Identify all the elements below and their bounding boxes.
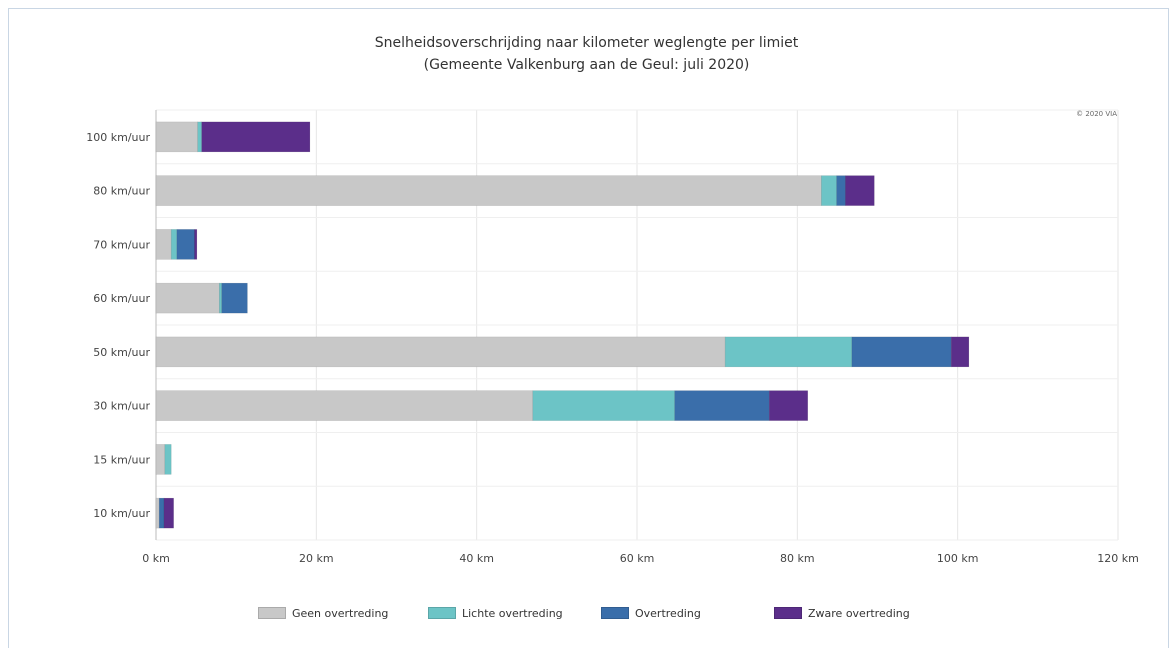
bar-segment	[768, 390, 809, 421]
bar-segment	[836, 175, 846, 206]
bar-segment	[219, 282, 223, 314]
legend-label: Overtreding	[635, 606, 701, 620]
y-tick-label: 80 km/uur	[93, 185, 150, 198]
bar-segment	[821, 175, 837, 206]
chart-frame	[8, 8, 1169, 648]
legend-label: Zware overtreding	[808, 606, 910, 620]
legend-swatch	[258, 607, 286, 619]
bar-segment	[170, 229, 178, 260]
legend-item[interactable]: Overtreding	[601, 604, 701, 622]
y-tick-label: 30 km/uur	[93, 400, 150, 413]
bar-segment	[163, 497, 174, 529]
bar-segment	[155, 282, 220, 314]
bar-segment	[164, 444, 172, 475]
legend-item[interactable]: Lichte overtreding	[428, 604, 563, 622]
bar-segment	[532, 390, 675, 421]
bar-segment	[950, 336, 970, 368]
bar-segment	[194, 229, 198, 260]
bar-segment	[845, 175, 875, 206]
x-tick-label: 100 km	[937, 552, 979, 565]
legend-label: Geen overtreding	[292, 606, 389, 620]
x-tick-label: 40 km	[459, 552, 494, 565]
y-tick-label: 60 km/uur	[93, 292, 150, 305]
chart-legend: Geen overtreding Lichte overtreding Overtr…	[0, 604, 1173, 622]
y-tick-label: 100 km/uur	[86, 131, 150, 144]
legend-label: Lichte overtreding	[462, 606, 563, 620]
bar-segment	[155, 121, 198, 153]
bar-segment	[155, 175, 822, 206]
bar-segment	[155, 336, 726, 368]
y-tick-label: 50 km/uur	[93, 346, 150, 359]
y-tick-label: 15 km/uur	[93, 453, 150, 466]
bar-segment	[158, 497, 165, 529]
bar-segment	[176, 229, 195, 260]
x-tick-label: 0 km	[142, 552, 170, 565]
x-tick-label: 80 km	[780, 552, 815, 565]
legend-swatch	[601, 607, 629, 619]
x-tick-label: 120 km	[1097, 552, 1139, 565]
y-tick-label: 10 km/uur	[93, 507, 150, 520]
chart-title: Snelheidsoverschrijding naar kilometer w…	[374, 35, 799, 51]
bar-segment	[155, 444, 166, 475]
bar-segment	[851, 336, 952, 368]
bar-segment	[724, 336, 853, 368]
bar-segment	[155, 390, 534, 421]
chart-credit: © 2020 VIA	[1076, 110, 1117, 118]
legend-item[interactable]: Geen overtreding	[258, 604, 388, 622]
x-tick-label: 20 km	[299, 552, 334, 565]
chart-subtitle: (Gemeente Valkenburg aan de Geul: juli 2…	[423, 57, 750, 73]
bar-segment	[155, 229, 172, 260]
legend-swatch	[428, 607, 456, 619]
bar-segment	[674, 390, 770, 421]
x-tick-label: 60 km	[620, 552, 655, 565]
legend-item[interactable]: Zware overtreding	[774, 604, 910, 622]
bar-segment	[155, 497, 160, 529]
y-tick-label: 70 km/uur	[93, 238, 150, 251]
bar-segment	[197, 121, 202, 153]
bar-segment	[221, 282, 248, 314]
legend-swatch	[774, 607, 802, 619]
bar-segment	[201, 121, 311, 153]
